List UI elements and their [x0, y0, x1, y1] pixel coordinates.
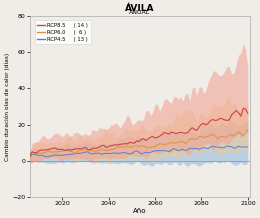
Text: ANUAL: ANUAL	[129, 10, 151, 15]
Title: ÁVILA: ÁVILA	[125, 4, 155, 13]
Legend: RCP8.5     ( 14 ), RCP6.0     (  6 ), RCP4.5     ( 13 ): RCP8.5 ( 14 ), RCP6.0 ( 6 ), RCP4.5 ( 13…	[35, 20, 91, 44]
X-axis label: Año: Año	[133, 208, 147, 214]
Y-axis label: Cambio duración olas de calor (días): Cambio duración olas de calor (días)	[4, 53, 10, 161]
